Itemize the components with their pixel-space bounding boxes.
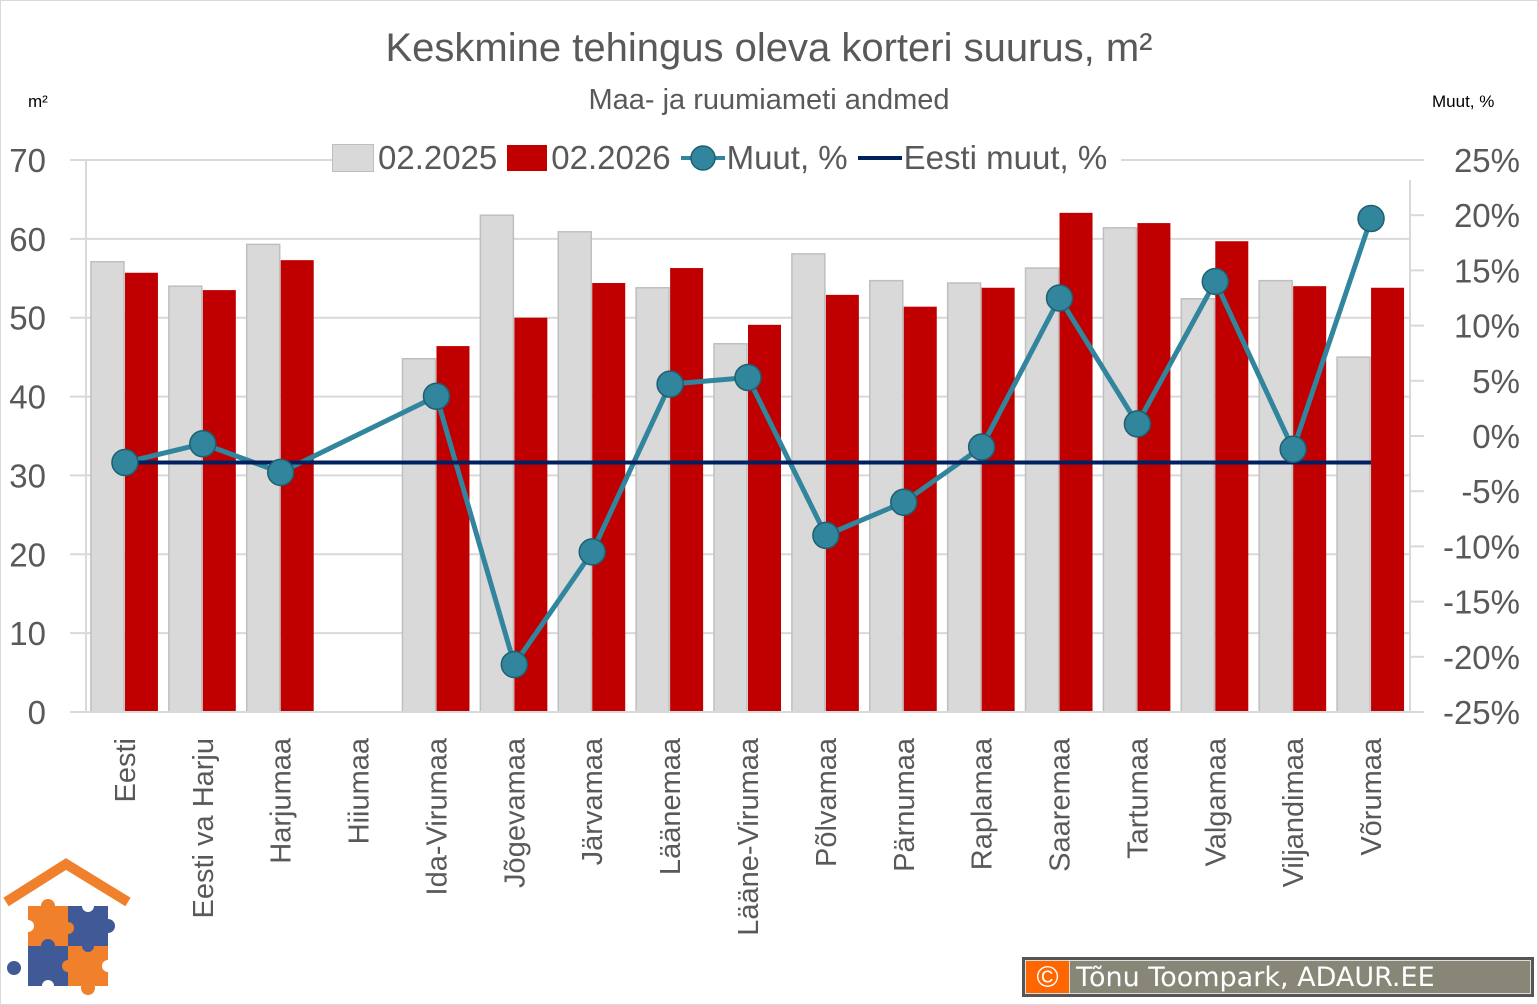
bar-2025 <box>946 282 982 713</box>
legend-item-2025: 02.2025 <box>332 139 497 177</box>
bar-2025 <box>1024 267 1060 713</box>
x-axis-label: Saaremaa <box>1045 737 1077 872</box>
left-axis-tick: 70 <box>9 142 46 179</box>
bar-2025 <box>1180 298 1216 713</box>
change-marker <box>967 433 996 461</box>
right-axis-tick: -15% <box>1443 584 1520 621</box>
change-marker <box>1045 284 1074 312</box>
bar-2026 <box>1371 287 1405 712</box>
x-axis-label: Harjumaa <box>266 737 298 864</box>
x-axis-label: Võrumaa <box>1356 737 1388 856</box>
bar-2025 <box>635 286 670 713</box>
x-axis-label: Hiiumaa <box>344 737 376 844</box>
chart-subtitle: Maa- ja ruumiameti andmed <box>588 84 950 116</box>
legend-label: 02.2026 <box>551 139 671 176</box>
bar-2025 <box>90 260 125 713</box>
change-marker <box>189 429 217 458</box>
change-marker <box>578 538 606 566</box>
change-marker <box>812 521 840 550</box>
x-axis-label: Läänemaa <box>655 737 687 875</box>
change-marker <box>1201 267 1230 296</box>
change-marker <box>1123 410 1152 438</box>
bar-2026 <box>670 268 704 712</box>
x-axis-label: Jõgevamaa <box>499 737 531 888</box>
bar-2026 <box>1293 286 1327 712</box>
bar-2025 <box>1336 356 1371 713</box>
right-axis-tick: -20% <box>1443 639 1520 676</box>
change-marker <box>734 363 762 392</box>
right-axis-tick: -10% <box>1443 528 1520 565</box>
change-marker <box>890 488 918 516</box>
x-axis-label: Valgamaa <box>1200 737 1232 866</box>
legend-label: 02.2025 <box>378 139 498 176</box>
bar-2025 <box>791 253 826 713</box>
legend-line-icon <box>857 156 902 160</box>
legend-swatch-red-icon <box>507 145 548 171</box>
left-axis-tick: 20 <box>9 536 46 573</box>
legend-swatch-gray-icon <box>332 144 374 172</box>
bar-2026 <box>202 290 236 712</box>
x-axis-label: Järvamaa <box>577 737 609 865</box>
left-axis-tick: 60 <box>9 221 46 258</box>
bar-2025 <box>1102 227 1138 713</box>
right-axis-tick: 5% <box>1472 363 1520 400</box>
right-axis-tick: -5% <box>1461 473 1520 510</box>
bar-2026 <box>514 317 548 712</box>
bar-2026 <box>280 260 314 712</box>
right-axis-tick: 10% <box>1454 308 1520 345</box>
x-axis-label: Põlvamaa <box>811 737 843 867</box>
left-axis-tick: 10 <box>9 615 46 652</box>
left-axis-tick: 30 <box>9 457 46 494</box>
copyright-text: Tõnu Toompark, ADAUR.EE <box>1070 960 1531 994</box>
chart-title: Keskmine tehingus oleva korteri suurus, … <box>385 26 1153 70</box>
bar-2026 <box>825 294 859 712</box>
change-marker <box>1279 435 1307 463</box>
left-axis-tick: 0 <box>28 694 46 731</box>
right-axis-unit: Muut, % <box>1432 92 1495 111</box>
right-axis-tick: -25% <box>1443 694 1520 731</box>
left-axis-unit: m² <box>28 92 48 111</box>
x-axis-label: Lääne-Virumaa <box>733 737 765 936</box>
change-marker <box>422 382 451 411</box>
x-axis-label: Pärnumaa <box>889 737 921 872</box>
change-line <box>124 217 1374 671</box>
legend-item-change: Muut, % <box>680 139 848 177</box>
x-axis-label: Eesti <box>110 738 142 802</box>
legend-label: Muut, % <box>726 139 848 176</box>
change-marker <box>500 650 529 679</box>
legend-line-marker-icon <box>680 145 725 171</box>
legend-label: Eesti muut, % <box>903 139 1108 176</box>
x-axis-label: Raplamaa <box>967 737 999 870</box>
bar-2025 <box>168 285 203 713</box>
left-axis-tick: 50 <box>9 300 46 337</box>
bar-2026 <box>124 272 158 712</box>
bar-2025 <box>713 342 748 713</box>
x-axis-label: Tartumaa <box>1122 737 1154 859</box>
bar-2026 <box>981 287 1015 712</box>
right-axis-tick: 15% <box>1454 252 1520 289</box>
legend-item-2026: 02.2026 <box>507 139 671 177</box>
right-axis-tick: 20% <box>1454 197 1520 234</box>
bar-2025 <box>401 357 437 713</box>
change-marker <box>656 370 684 398</box>
bar-2025 <box>1258 279 1293 713</box>
bar-2026 <box>592 283 626 712</box>
copyright-icon: © <box>1025 960 1070 994</box>
x-axis-label: Ida-Virumaa <box>421 737 453 895</box>
x-axis-label: Eesti va Harju <box>188 738 220 919</box>
bar-2026 <box>1137 223 1171 713</box>
legend-item-eesti-change: Eesti muut, % <box>857 139 1108 177</box>
change-marker <box>111 448 139 477</box>
change-marker <box>1357 204 1385 233</box>
adaur-house-puzzle-logo-icon <box>3 858 131 995</box>
left-axis-tick: 40 <box>9 379 46 416</box>
chart-legend: 02.2025 02.2026 Muut, % Eesti muut, % <box>332 136 1122 180</box>
right-axis-tick: 25% <box>1454 142 1520 179</box>
right-axis-tick: 0% <box>1472 418 1520 455</box>
change-marker <box>266 458 295 487</box>
bar-2025 <box>557 231 592 713</box>
copyright-badge: © Tõnu Toompark, ADAUR.EE <box>1022 957 1534 997</box>
x-axis-label: Viljandimaa <box>1278 737 1310 887</box>
